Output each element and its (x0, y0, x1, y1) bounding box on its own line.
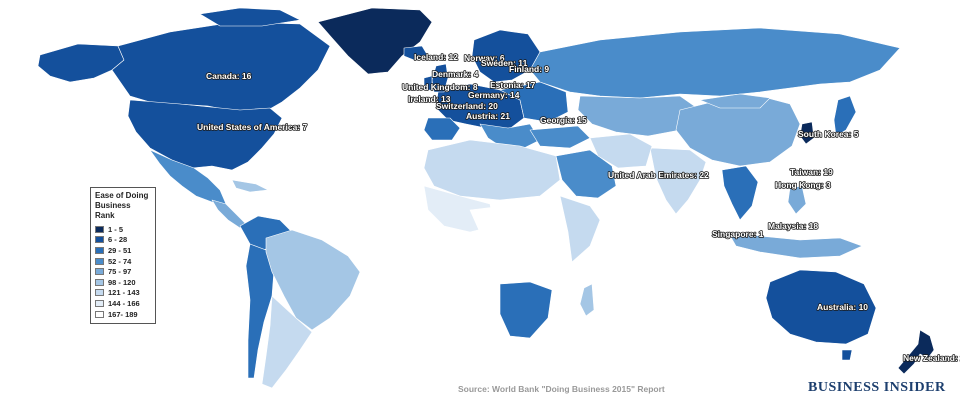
label-hong-kong: Hong Kong: 3 (775, 180, 831, 190)
legend-item: 167- 189 (95, 309, 151, 320)
legend-swatch (95, 257, 104, 265)
legend-swatch (95, 236, 104, 244)
legend-swatch (95, 278, 104, 286)
legend-item: 98 - 120 (95, 277, 151, 288)
region-japan (833, 95, 857, 137)
region-ireland (423, 75, 433, 91)
region-mongolia (699, 93, 771, 109)
label-uae: United Arab Emirates: 22 (608, 170, 709, 180)
label-estonia: Estonia: 17 (490, 80, 536, 90)
label-denmark: Denmark: 4 (432, 69, 479, 79)
legend-label: 75 - 97 (108, 267, 132, 277)
region-central-africa (469, 203, 577, 283)
legend-label: 167- 189 (108, 309, 138, 319)
region-balkans (479, 123, 541, 151)
legend-item: 52 - 74 (95, 256, 151, 267)
label-australia: Australia: 10 (817, 302, 868, 312)
label-switzerland: Switzerland: 20 (436, 101, 498, 111)
region-iberia (423, 117, 461, 141)
source-note: Source: World Bank "Doing Business 2015"… (458, 384, 665, 394)
label-austria: Austria: 21 (466, 111, 510, 121)
brand-logo: BUSINESS INSIDER (808, 380, 946, 395)
legend-item: 121 - 143 (95, 288, 151, 299)
region-india (649, 147, 707, 215)
region-central-asia (577, 95, 701, 137)
legend-item: 6 - 28 (95, 235, 151, 246)
region-new-zealand (897, 329, 935, 375)
label-finland: Finland: 9 (509, 64, 549, 74)
label-ireland: Ireland: 13 (408, 94, 451, 104)
legend-label: 52 - 74 (108, 256, 132, 266)
legend-item: 75 - 97 (95, 266, 151, 277)
legend-title: Ease of Doing Business Rank (95, 191, 149, 220)
label-sweden: Sweden: 11 (481, 58, 528, 68)
label-iceland: Iceland: 12 (414, 52, 458, 62)
region-caribbean (231, 179, 269, 193)
label-taiwan: Taiwan: 19 (790, 167, 833, 177)
legend-swatch (95, 225, 104, 233)
label-germany: Germany: 14 (468, 90, 520, 100)
label-norway: Norway: 6 (464, 53, 505, 63)
region-tasmania (841, 349, 853, 361)
label-usa: United States of America: 7 (197, 122, 307, 132)
label-singapore: Singapore: 1 (712, 229, 764, 239)
legend-swatch (95, 289, 104, 297)
region-north-africa (423, 139, 561, 201)
region-argentina (261, 295, 313, 389)
region-canada-islands (199, 7, 301, 27)
region-russia (529, 27, 901, 99)
region-brazil (265, 229, 361, 331)
label-south-korea: South Korea: 5 (798, 129, 859, 139)
region-iceland (403, 45, 429, 61)
legend-swatch (95, 310, 104, 318)
label-malaysia: Malaysia: 18 (768, 221, 818, 231)
region-greenland (317, 7, 433, 75)
region-korea (799, 121, 815, 145)
legend-label: 29 - 51 (108, 245, 132, 255)
legend-swatch (95, 299, 104, 307)
region-usa (127, 99, 283, 171)
region-canada (111, 21, 331, 113)
region-central-america (211, 199, 247, 229)
label-uk: United Kingdom: 8 (402, 82, 478, 92)
legend-swatch (95, 246, 104, 254)
legend-item: 1 - 5 (95, 224, 151, 235)
region-alaska (37, 43, 125, 83)
legend-swatch (95, 268, 104, 276)
region-indonesia (727, 231, 863, 259)
legend-label: 144 - 166 (108, 298, 140, 308)
region-se-asia (721, 165, 759, 221)
label-georgia: Georgia: 15 (540, 115, 587, 125)
legend-label: 121 - 143 (108, 288, 140, 298)
legend-label: 98 - 120 (108, 277, 136, 287)
label-canada: Canada: 16 (206, 71, 252, 81)
region-arabia (555, 149, 617, 199)
region-east-africa (559, 195, 601, 263)
region-iran (589, 133, 653, 169)
legend-label: 1 - 5 (108, 224, 124, 234)
region-turkey (529, 125, 591, 149)
region-scandinavia (471, 29, 541, 83)
legend-item: 144 - 166 (95, 298, 151, 309)
region-madagascar (579, 283, 595, 317)
region-southern-africa (499, 281, 553, 339)
legend-item: 29 - 51 (95, 245, 151, 256)
region-philippines (787, 185, 807, 215)
label-new-zealand: New Zealand: 2 (903, 353, 960, 363)
region-australia (765, 269, 877, 345)
legend-label: 6 - 28 (108, 235, 128, 245)
